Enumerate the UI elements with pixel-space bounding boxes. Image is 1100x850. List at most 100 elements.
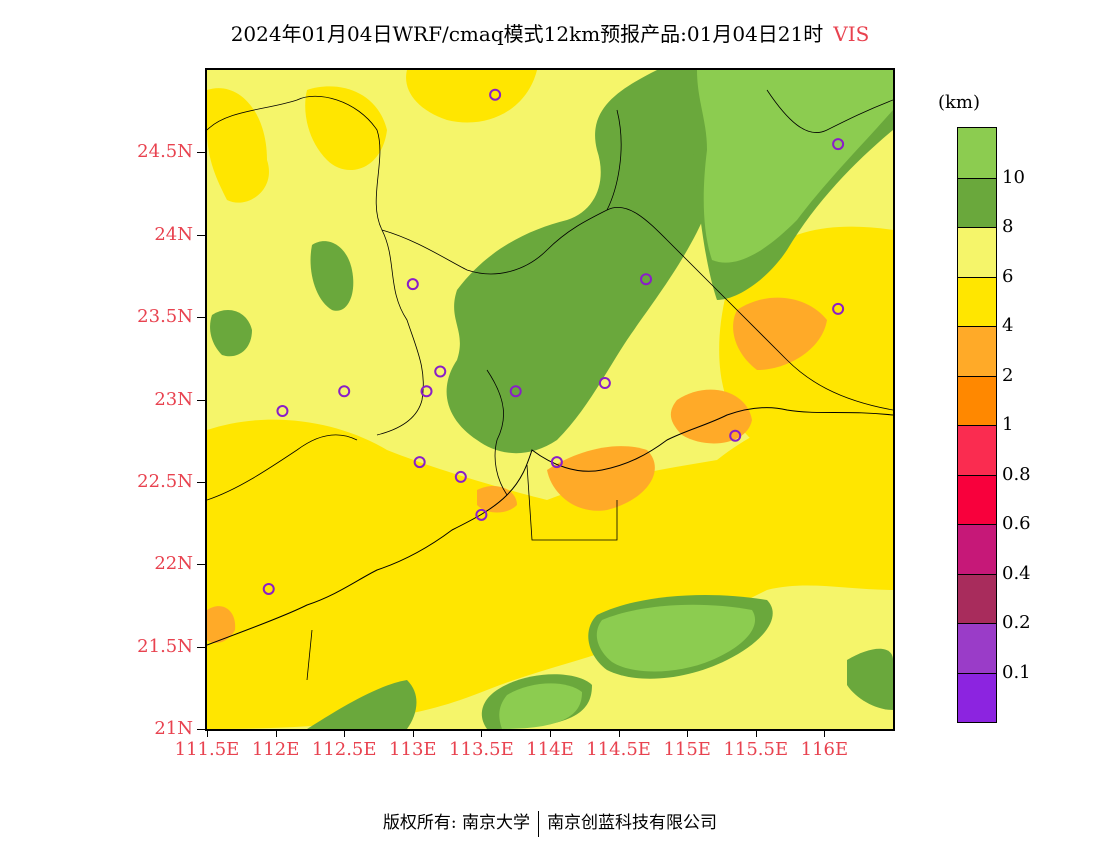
field-lightgreen-s1 [596,604,756,672]
station-layer [262,88,845,595]
colorbar-label: 10 [1002,166,1025,188]
colorbar [957,127,997,723]
colorbar-label: 0.4 [1002,562,1031,584]
colorbar-label: 4 [1002,315,1014,336]
field-orange-mouth [477,485,517,513]
colorbar-label: 2 [1002,364,1014,386]
lon-tick-label: 114.5E [586,739,651,760]
lon-tick-mark [207,731,208,737]
admin-boundary-3 [486,369,508,496]
station-marker [420,385,433,398]
lon-tick-mark [412,731,414,737]
station-marker [729,429,742,442]
title-main: 2024年01月04日WRF/cmaq模式12km预报产品:01月04日21时 [230,22,824,46]
field-yellow-north [305,86,387,170]
station-marker [262,582,275,595]
colorbar-segment [958,326,996,376]
field-green-s3 [307,680,417,729]
colorbar-segment [958,474,996,524]
station-marker [454,470,467,483]
station-marker [489,88,502,101]
map-panel [205,68,895,731]
lon-tick-mark [687,731,689,737]
field-green-se [847,648,893,710]
station-marker [832,302,845,315]
colorbar-label: 0.8 [1002,463,1031,485]
admin-boundary-8 [306,629,313,681]
lon-tick-label: 115.5E [723,739,789,760]
colorbar-segment [958,672,996,722]
colorbar-unit: (km) [938,92,981,113]
admin-boundary-7 [526,464,618,541]
title-variable: VIS [833,22,870,46]
lon-tick-label: 112E [251,739,300,760]
footer-company: 南京创蓝科技有限公司 [547,813,718,833]
station-marker [434,365,447,378]
lon-tick-label: 111.5E [174,739,240,760]
field-green-w1 [310,241,354,311]
lat-tick-mark [197,234,205,236]
field-yellow-north2 [406,70,537,123]
colorbar-segment [958,276,996,326]
station-marker [832,138,845,151]
lat-tick-label: 22N [154,553,193,575]
coastline [207,407,893,646]
lon-tick-mark [550,731,551,737]
station-marker [640,273,653,286]
colorbar-segment [958,524,996,574]
lat-tick-label: 23.5N [137,306,193,328]
admin-boundary-5 [766,89,893,133]
lon-tick-mark [344,731,346,737]
chart-title: 2024年01月04日WRF/cmaq模式12km预报产品:01月04日21时 V… [0,18,1100,47]
colorbar-label: 1 [1002,414,1014,435]
lat-tick-label: 21N [154,718,193,739]
lat-tick-mark [197,729,205,730]
station-marker [475,508,488,521]
field-lightgreen-s2 [499,683,582,729]
lat-tick-mark [197,646,205,648]
station-marker [509,385,522,398]
colorbar-segment [958,177,996,227]
lat-tick-mark [197,564,205,566]
lat-tick-mark [197,481,205,483]
visibility-map [207,70,893,729]
colorbar-label: 6 [1002,265,1014,287]
field-yellow-south [207,412,893,729]
admin-boundary-2 [381,207,893,411]
lon-tick-mark [824,731,826,737]
lon-tick-mark [618,731,620,737]
lat-tick-label: 22.5N [137,470,193,492]
lon-tick-label: 114E [526,739,574,760]
colorbar-label: 0.1 [1002,661,1031,683]
colorbar-label: 0.6 [1002,513,1031,534]
admin-boundary-4 [606,109,622,211]
field-orange-east [733,297,827,370]
lat-tick-label: 24.5N [137,141,193,163]
lon-tick-label: 115E [663,739,711,760]
station-marker [276,405,289,418]
lat-tick-label: 24N [154,223,193,245]
colorbar-segment [958,227,996,277]
lon-tick-mark [275,731,277,737]
lat-tick-mark [197,317,205,319]
lon-tick-mark [481,731,483,737]
admin-boundary-1 [207,96,424,436]
lat-tick-mark [197,399,205,401]
lon-tick-label: 116E [800,739,849,760]
station-marker [550,456,563,469]
lon-tick-label: 112.5E [311,739,377,760]
colorbar-segment [958,375,996,425]
footer-separator [538,810,540,837]
lat-tick-label: 23N [154,388,193,410]
field-yellow-nw [207,88,269,203]
colorbar-label: 8 [1002,216,1014,237]
station-marker [598,377,611,390]
station-marker [406,278,419,291]
lat-tick-label: 21.5N [137,635,193,657]
colorbar-segment [958,623,996,673]
admin-boundary-6 [207,434,358,501]
lat-tick-mark [197,152,205,154]
lon-tick-mark [755,731,757,737]
field-orange-west [207,606,236,643]
colorbar-segment [958,573,996,623]
